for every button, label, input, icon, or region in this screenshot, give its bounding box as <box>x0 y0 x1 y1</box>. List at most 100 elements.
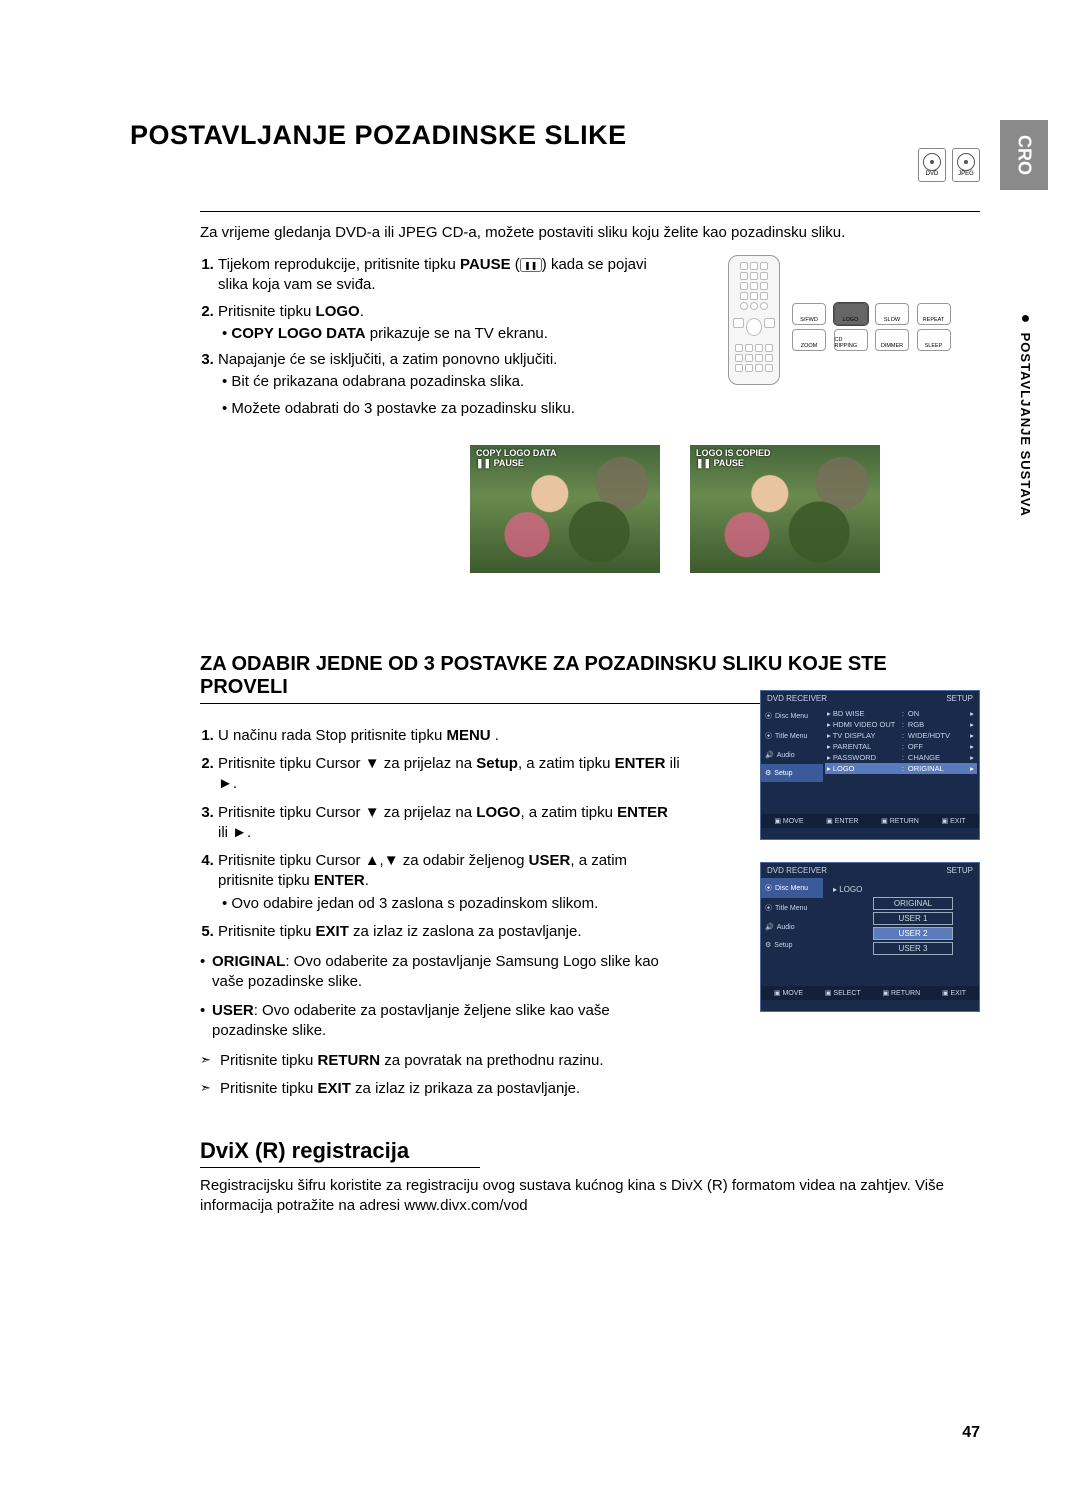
desc-item: USER: Ovo odaberite za postavljanje želj… <box>200 1001 680 1042</box>
tv-line: ❚❚ PAUSE <box>476 459 557 469</box>
t: Audio <box>777 752 795 759</box>
language-tab: CRO <box>1000 120 1048 190</box>
divx-text: Registracijsku šifru koristite za regist… <box>200 1176 970 1217</box>
b: MENU <box>446 727 490 744</box>
osd-foot-item: MOVE <box>774 989 803 997</box>
t: U načinu rada Stop pritisnite tipku <box>218 727 446 744</box>
osd-brand: DVD RECEIVER <box>767 866 827 875</box>
jpeg-disc-icon: JPEG <box>952 148 980 182</box>
remote-btn: SLEEP <box>917 329 951 351</box>
divider <box>200 211 980 212</box>
osd-side-item: ⦿ Disc Menu <box>761 878 823 898</box>
remote-btn: S/FWD <box>792 303 826 325</box>
osd-logo-screenshot: DVD RECEIVER SETUP ⦿ Disc Menu ⦿ Title M… <box>760 862 980 1012</box>
t: Disc Menu <box>775 885 808 892</box>
osd-row: ▸ HDMI VIDEO OUT:RGB▸ <box>825 719 977 730</box>
remote-btn: SLOW <box>875 303 909 325</box>
tv-overlay: COPY LOGO DATA ❚❚ PAUSE <box>476 449 557 469</box>
t: Pritisnite tipku Cursor ▼ za prijelaz na <box>218 804 476 821</box>
osd-side-item: ⚙ Setup <box>761 764 823 782</box>
t: Setup <box>774 942 792 949</box>
osd-foot-item: ENTER <box>826 817 858 825</box>
arrow-list: Pritisnite tipku RETURN za povratak na p… <box>200 1051 680 1100</box>
t: , a zatim tipku <box>518 755 615 772</box>
osd-foot-item: RETURN <box>881 817 919 825</box>
text: . <box>360 303 364 320</box>
osd-row: ▸ PASSWORD:CHANGE▸ <box>825 752 977 763</box>
text: Napajanje će se isključiti, a zatim pono… <box>218 351 557 368</box>
bullet: COPY LOGO DATA prikazuje se na TV ekranu… <box>222 324 670 344</box>
osd-title: SETUP <box>946 694 973 703</box>
bold: COPY LOGO DATA <box>231 325 365 342</box>
bullet: Bit će prikazana odabrana pozadinska sli… <box>222 372 670 392</box>
t: za izlaz iz prikaza za postavljanje. <box>351 1080 580 1097</box>
sub-bullets: COPY LOGO DATA prikazuje se na TV ekranu… <box>218 324 670 344</box>
step-item: Pritisnite tipku Cursor ▼ za prijelaz na… <box>218 754 680 795</box>
step-item: Pritisnite tipku EXIT za izlaz iz zaslon… <box>218 922 680 942</box>
osd-brand: DVD RECEIVER <box>767 694 827 703</box>
step-item: Tijekom reprodukcije, pritisnite tipku P… <box>218 255 670 296</box>
osd-option-selected: USER 2 <box>873 927 953 940</box>
text: prikazuje se na TV ekranu. <box>366 325 548 342</box>
b: ENTER <box>615 755 666 772</box>
description-list: ORIGINAL: Ovo odaberite za postavljanje … <box>200 952 680 1041</box>
t: za povratak na prethodnu razinu. <box>380 1052 603 1069</box>
step-item: Napajanje će se isključiti, a zatim pono… <box>218 350 670 419</box>
remote-btn: CD RIPPING <box>834 329 868 351</box>
osd-option-label: ▸ LOGO <box>833 884 969 895</box>
osd-row: ▸ LOGO:ORIGINAL▸ <box>825 763 977 774</box>
page: CRO ● POSTAVLJANJE SUSTAVA POSTAVLJANJE … <box>0 0 1080 1492</box>
t: Pritisnite tipku <box>220 1052 318 1069</box>
t: Audio <box>777 924 795 931</box>
steps-list-2: U načinu rada Stop pritisnite tipku MENU… <box>200 726 680 942</box>
osd-option: USER 3 <box>873 942 953 955</box>
bold: LOGO <box>316 303 360 320</box>
b: USER <box>529 852 571 869</box>
t: za izlaz iz zaslona za postavljanje. <box>349 923 582 940</box>
arrow-item: Pritisnite tipku RETURN za povratak na p… <box>200 1051 680 1071</box>
tv-shot-copy: COPY LOGO DATA ❚❚ PAUSE <box>470 445 660 573</box>
t: Pritisnite tipku Cursor ▼ za prijelaz na <box>218 755 476 772</box>
b: ENTER <box>617 804 668 821</box>
osd-footer: MOVE ENTER RETURN EXIT <box>761 814 979 828</box>
t: Title Menu <box>775 905 807 912</box>
osd-title: SETUP <box>946 866 973 875</box>
osd-header: DVD RECEIVER SETUP <box>761 691 979 706</box>
b: ORIGINAL <box>212 953 285 970</box>
step-item: Pritisnite tipku Cursor ▲,▼ za odabir že… <box>218 851 680 914</box>
osd-rows: ▸ BD WISE:ON▸▸ HDMI VIDEO OUT:RGB▸▸ TV D… <box>823 706 979 814</box>
sub-bullets: Ovo odabire jedan od 3 zaslona s pozadin… <box>218 894 680 914</box>
disc-label: DVD <box>926 171 939 177</box>
osd-options: ▸ LOGO ORIGINAL USER 1 USER 2 USER 3 <box>823 878 979 986</box>
step-item: Pritisnite tipku LOGO. COPY LOGO DATA pr… <box>218 302 670 345</box>
tv-overlay: LOGO IS COPIED ❚❚ PAUSE <box>696 449 771 469</box>
text: Pritisnite tipku <box>218 303 316 320</box>
t: . <box>491 727 499 744</box>
osd-foot-item: EXIT <box>942 989 966 997</box>
osd-side-item: ⚙ Setup <box>761 936 823 954</box>
tv-line: ❚❚ PAUSE <box>696 459 771 469</box>
osd-option: USER 1 <box>873 912 953 925</box>
osd-side-item: 🔊 Audio <box>761 746 823 764</box>
remote-btn: DIMMER <box>875 329 909 351</box>
osd-sidebar: ⦿ Disc Menu ⦿ Title Menu 🔊 Audio ⚙ Setup <box>761 878 823 986</box>
remote-btn: REPEAT <box>917 303 951 325</box>
b: EXIT <box>318 1080 351 1097</box>
remote-control-icon <box>728 255 780 385</box>
disc-label: JPEG <box>958 171 974 177</box>
section-side-label: ● POSTAVLJANJE SUSTAVA <box>1016 310 1034 517</box>
osd-side-item: ⦿ Title Menu <box>761 898 823 918</box>
osd-row: ▸ BD WISE:ON▸ <box>825 708 977 719</box>
osd-body: ⦿ Disc Menu ⦿ Title Menu 🔊 Audio ⚙ Setup… <box>761 878 979 986</box>
tv-screenshots: COPY LOGO DATA ❚❚ PAUSE LOGO IS COPIED ❚… <box>470 445 1000 573</box>
osd-foot-item: RETURN <box>882 989 920 997</box>
page-number: 47 <box>962 1424 980 1442</box>
disc-icons: DVD JPEG <box>918 148 980 182</box>
bullet: Možete odabrati do 3 postavke za pozadin… <box>222 399 670 419</box>
sub-bullets: Bit će prikazana odabrana pozadinska sli… <box>218 372 670 419</box>
side-label-text: POSTAVLJANJE SUSTAVA <box>1018 333 1033 517</box>
b: LOGO <box>476 804 520 821</box>
t: . <box>365 872 369 889</box>
osd-foot-item: EXIT <box>942 817 966 825</box>
osd-side-item: 🔊 Audio <box>761 918 823 936</box>
